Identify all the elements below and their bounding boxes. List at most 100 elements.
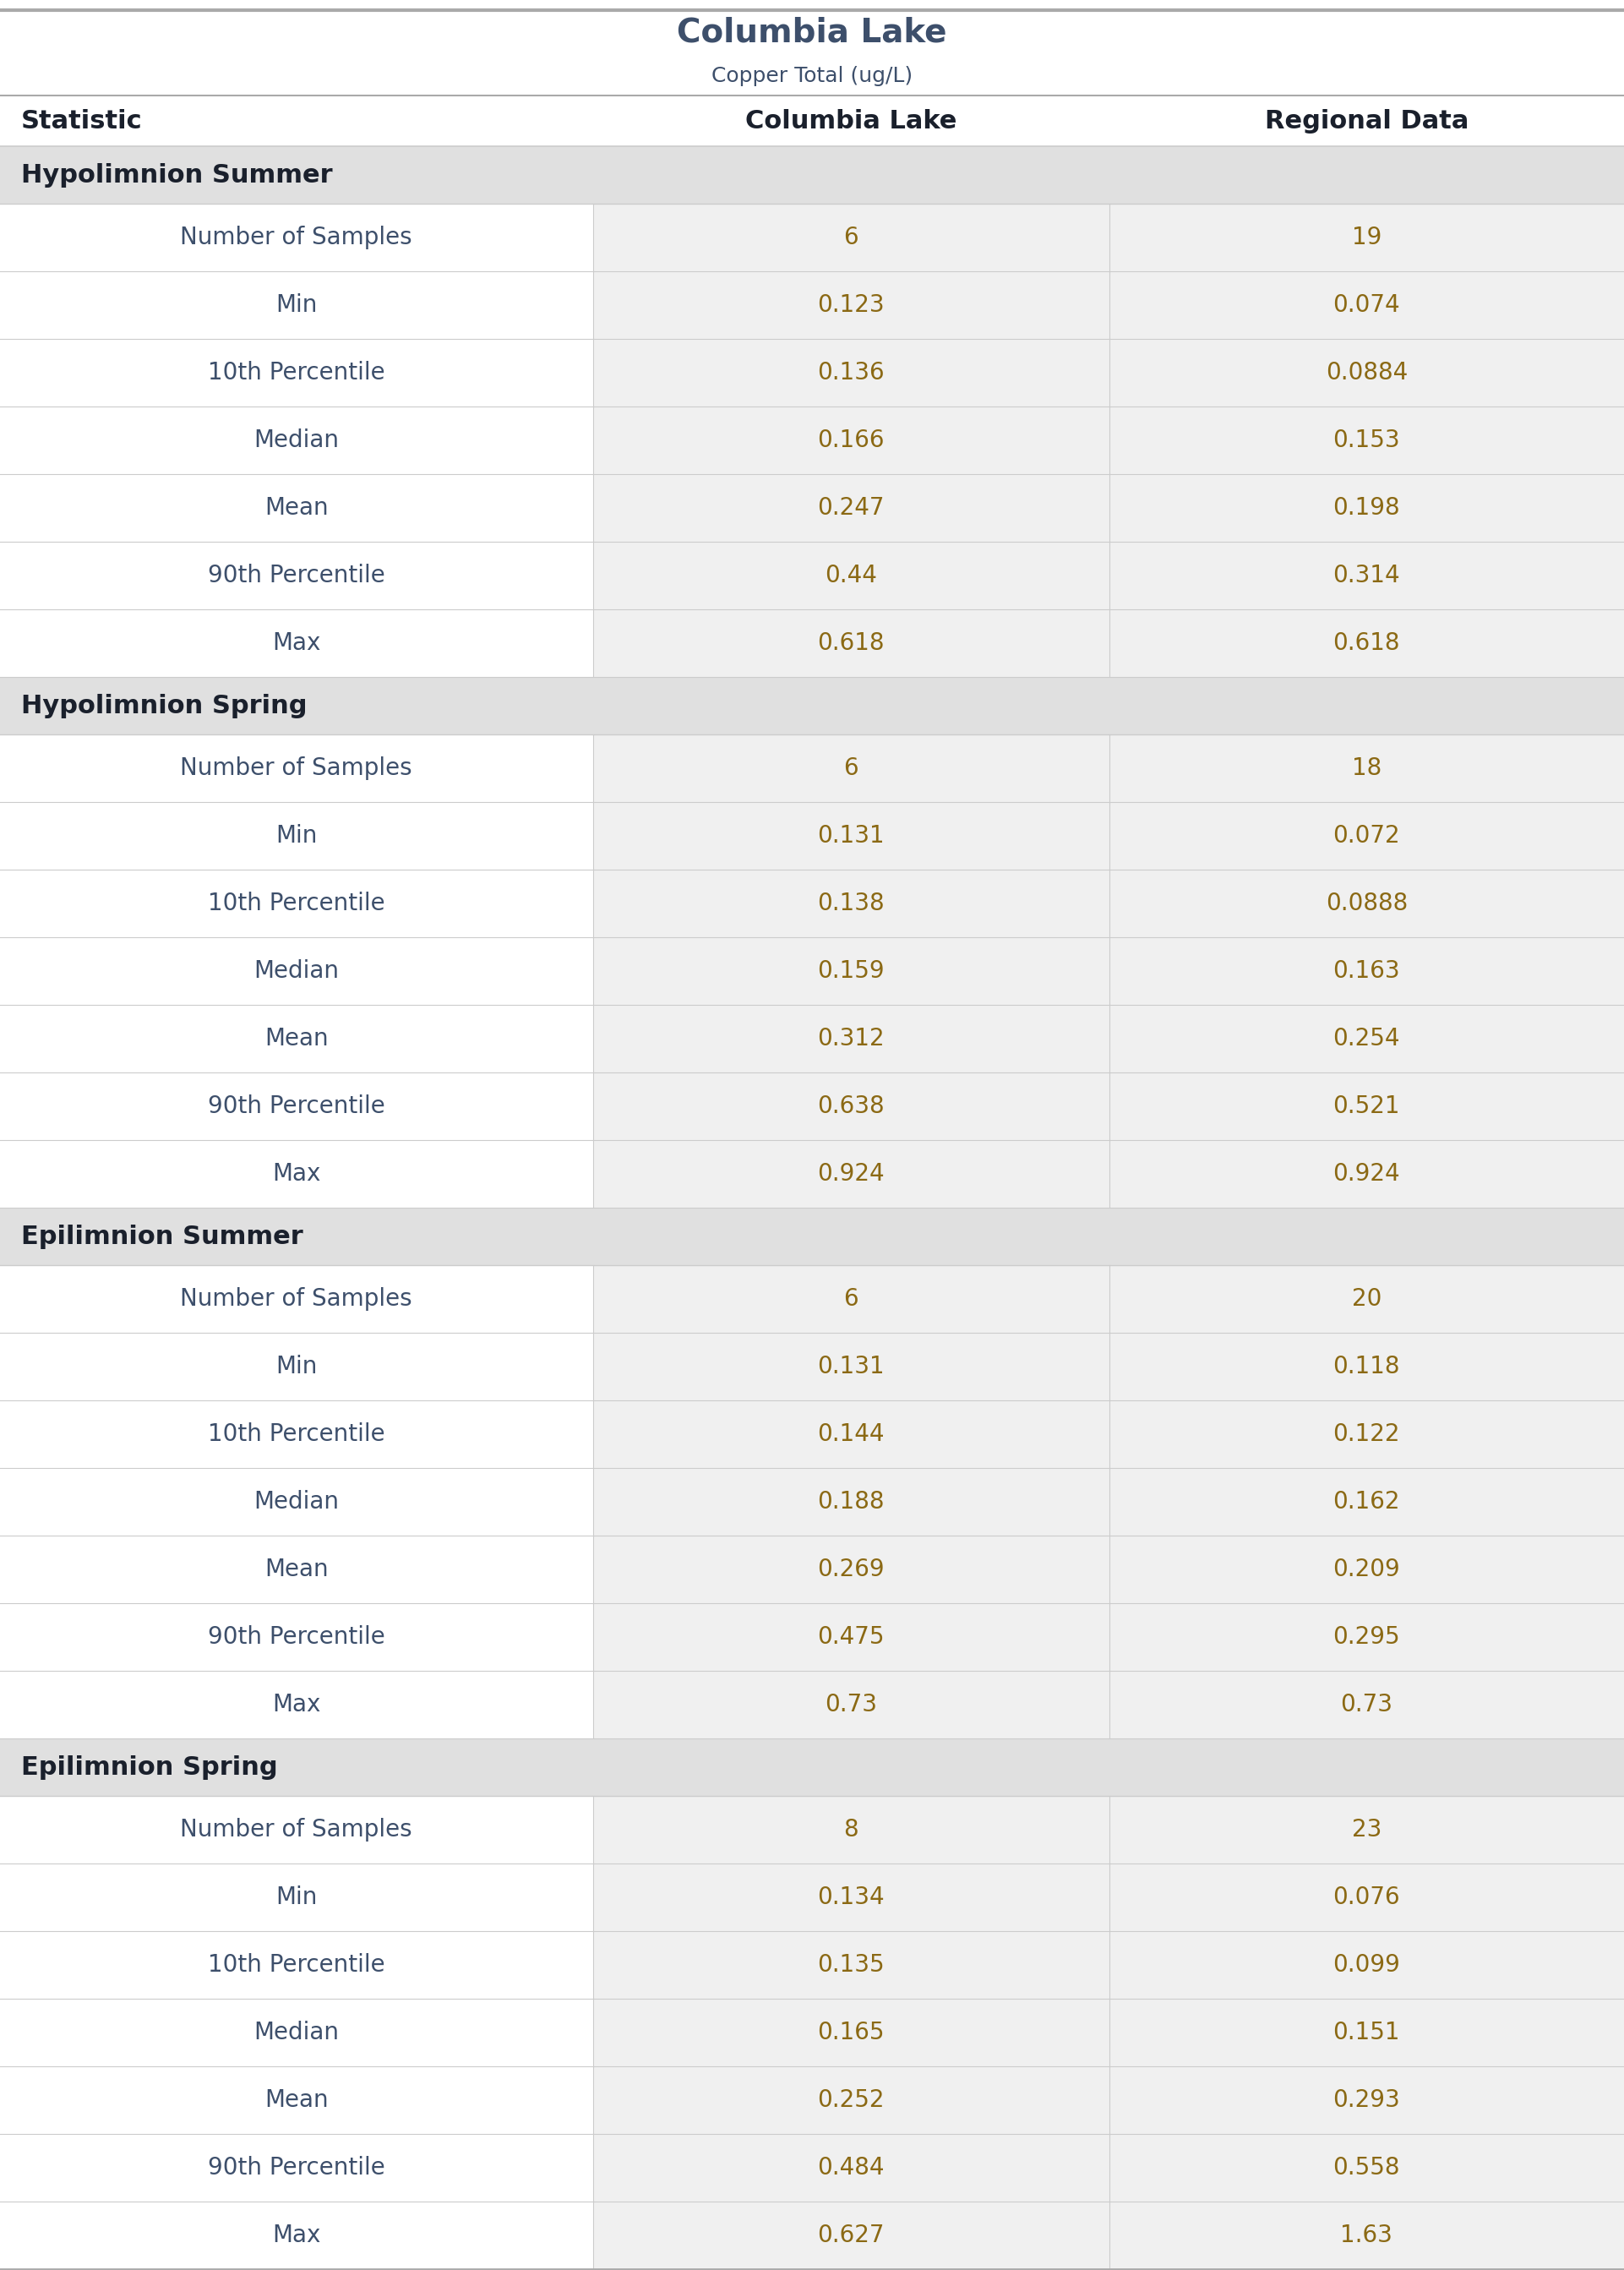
Bar [0, 801, 1624, 869]
Text: 0.144: 0.144 [817, 1423, 885, 1446]
Text: 0.151: 0.151 [1333, 2020, 1400, 2045]
Text: 0.924: 0.924 [1333, 1162, 1400, 1185]
Text: 0.165: 0.165 [817, 2020, 885, 2045]
Text: Hypolimnion Summer: Hypolimnion Summer [21, 163, 333, 186]
Text: 0.076: 0.076 [1333, 1886, 1400, 1909]
Text: 0.618: 0.618 [817, 631, 885, 656]
Text: 6: 6 [843, 756, 859, 781]
Text: 19: 19 [1351, 225, 1382, 250]
Text: Regional Data: Regional Data [1265, 109, 1468, 134]
Bar [0, 1469, 1624, 1535]
Bar [0, 1140, 1624, 1208]
Text: 0.131: 0.131 [817, 824, 885, 847]
Bar [593, 1071, 1624, 1140]
Bar [0, 1332, 1624, 1401]
Bar [593, 543, 1624, 608]
Bar [593, 869, 1624, 938]
Bar [0, 1208, 1624, 1264]
Text: 0.293: 0.293 [1333, 2088, 1400, 2111]
Text: 0.162: 0.162 [1333, 1489, 1400, 1514]
Text: 90th Percentile: 90th Percentile [208, 1094, 385, 1119]
Bar [593, 1535, 1624, 1603]
Bar [593, 1140, 1624, 1208]
Text: 0.924: 0.924 [817, 1162, 885, 1185]
Bar [593, 1006, 1624, 1071]
Text: 0.627: 0.627 [817, 2225, 885, 2247]
Bar [0, 1739, 1624, 1796]
Text: 90th Percentile: 90th Percentile [208, 1625, 385, 1648]
Bar [593, 801, 1624, 869]
Text: 0.475: 0.475 [817, 1625, 885, 1648]
Bar [593, 2066, 1624, 2134]
Text: Max: Max [273, 631, 320, 656]
Text: 1.63: 1.63 [1340, 2225, 1393, 2247]
Bar [593, 1264, 1624, 1332]
Text: 0.44: 0.44 [825, 563, 877, 588]
Text: 0.163: 0.163 [1333, 960, 1400, 983]
Text: 0.269: 0.269 [817, 1557, 885, 1582]
Text: Median: Median [253, 429, 339, 452]
Bar [593, 272, 1624, 338]
Text: 8: 8 [843, 1818, 859, 1841]
Text: Median: Median [253, 960, 339, 983]
Text: 0.122: 0.122 [1333, 1423, 1400, 1446]
Bar [0, 1535, 1624, 1603]
Text: 0.558: 0.558 [1333, 2156, 1400, 2179]
Bar [593, 1401, 1624, 1469]
Text: Median: Median [253, 1489, 339, 1514]
Bar [0, 543, 1624, 608]
Text: 0.118: 0.118 [1333, 1355, 1400, 1378]
Text: 0.521: 0.521 [1333, 1094, 1400, 1119]
Text: Min: Min [276, 1886, 317, 1909]
Text: Copper Total (ug/L): Copper Total (ug/L) [711, 66, 913, 86]
Bar [0, 2134, 1624, 2202]
Bar [593, 338, 1624, 406]
Text: 90th Percentile: 90th Percentile [208, 2156, 385, 2179]
Bar [593, 2202, 1624, 2270]
Text: 10th Percentile: 10th Percentile [208, 892, 385, 915]
Text: 10th Percentile: 10th Percentile [208, 1952, 385, 1977]
Bar [593, 2134, 1624, 2202]
Text: Mean: Mean [265, 1557, 328, 1582]
Bar [0, 1932, 1624, 1998]
Bar [0, 145, 1624, 204]
Bar [593, 938, 1624, 1006]
Bar [0, 608, 1624, 676]
Text: 0.0888: 0.0888 [1325, 892, 1408, 915]
Text: 18: 18 [1351, 756, 1382, 781]
Bar [0, 1671, 1624, 1739]
Text: 0.73: 0.73 [1340, 1693, 1393, 1716]
Text: 23: 23 [1351, 1818, 1382, 1841]
Text: Max: Max [273, 1693, 320, 1716]
Text: 0.247: 0.247 [817, 497, 885, 520]
Text: 0.314: 0.314 [1333, 563, 1400, 588]
Bar [593, 204, 1624, 272]
Text: 0.136: 0.136 [817, 361, 885, 384]
Bar [593, 608, 1624, 676]
Text: Epilimnion Summer: Epilimnion Summer [21, 1224, 304, 1249]
Text: Max: Max [273, 2225, 320, 2247]
Text: Columbia Lake: Columbia Lake [745, 109, 957, 134]
Bar [0, 338, 1624, 406]
Text: 6: 6 [843, 1287, 859, 1310]
Text: 0.188: 0.188 [817, 1489, 885, 1514]
Text: 0.295: 0.295 [1333, 1625, 1400, 1648]
Bar [593, 406, 1624, 474]
Text: Mean: Mean [265, 497, 328, 520]
Bar [593, 735, 1624, 801]
Text: 0.166: 0.166 [817, 429, 885, 452]
Text: Mean: Mean [265, 2088, 328, 2111]
Text: Statistic: Statistic [21, 109, 143, 134]
Bar [0, 1603, 1624, 1671]
Text: Number of Samples: Number of Samples [180, 756, 412, 781]
Text: Mean: Mean [265, 1026, 328, 1051]
Text: 0.123: 0.123 [817, 293, 885, 318]
Bar [593, 1796, 1624, 1864]
Bar [0, 406, 1624, 474]
Bar [593, 1603, 1624, 1671]
Text: Min: Min [276, 1355, 317, 1378]
Text: 0.0884: 0.0884 [1325, 361, 1408, 384]
Bar [0, 474, 1624, 543]
Bar [0, 1401, 1624, 1469]
Text: Max: Max [273, 1162, 320, 1185]
